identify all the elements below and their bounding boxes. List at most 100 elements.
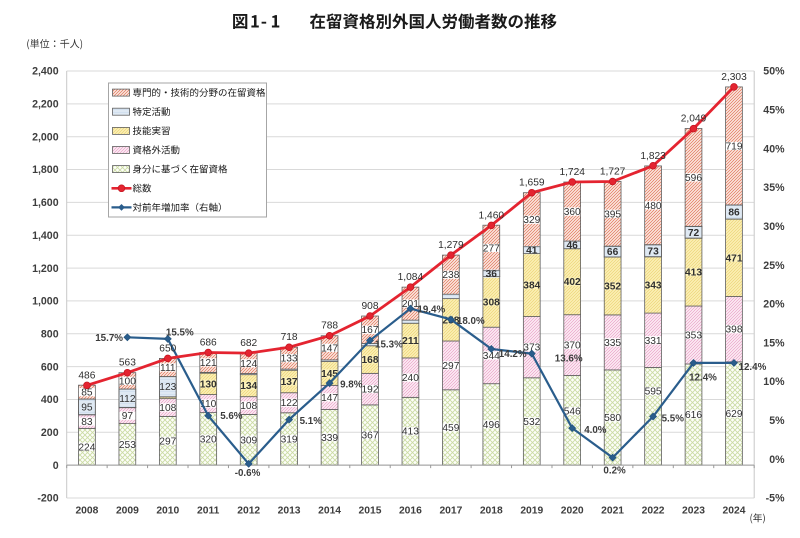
svg-text:413: 413 (685, 268, 702, 279)
svg-text:15.5%: 15.5% (166, 328, 194, 339)
svg-text:73: 73 (647, 246, 659, 257)
svg-text:238: 238 (442, 270, 459, 281)
svg-text:14.2%: 14.2% (499, 349, 527, 360)
svg-text:211: 211 (402, 336, 419, 347)
svg-text:308: 308 (483, 297, 500, 308)
svg-text:108: 108 (240, 401, 257, 412)
svg-text:320: 320 (200, 434, 217, 445)
svg-text:30%: 30% (763, 221, 785, 233)
svg-text:72: 72 (688, 228, 700, 239)
svg-text:192: 192 (362, 385, 379, 396)
svg-text:85: 85 (81, 388, 93, 399)
svg-text:331: 331 (645, 336, 662, 347)
svg-text:580: 580 (604, 413, 621, 424)
svg-text:459: 459 (442, 423, 459, 434)
svg-text:563: 563 (119, 358, 136, 369)
svg-text:97: 97 (122, 411, 134, 422)
svg-text:2,400: 2,400 (32, 66, 59, 78)
svg-text:297: 297 (442, 361, 459, 372)
svg-text:122: 122 (281, 398, 298, 409)
svg-text:10%: 10% (763, 376, 785, 388)
svg-text:2015: 2015 (359, 506, 382, 517)
svg-text:-200: -200 (37, 493, 58, 505)
svg-text:596: 596 (685, 173, 702, 184)
svg-text:66: 66 (607, 247, 619, 258)
svg-text:595: 595 (645, 387, 662, 398)
svg-text:2010: 2010 (156, 506, 179, 517)
svg-text:2019: 2019 (520, 506, 543, 517)
svg-text:686: 686 (200, 338, 217, 349)
svg-text:413: 413 (402, 427, 419, 438)
svg-text:12.4%: 12.4% (739, 362, 767, 373)
svg-text:496: 496 (483, 420, 500, 431)
svg-text:1,400: 1,400 (32, 230, 59, 242)
svg-text:2014: 2014 (318, 506, 341, 517)
svg-text:719: 719 (726, 142, 743, 153)
svg-text:532: 532 (523, 417, 540, 428)
svg-text:9.8%: 9.8% (340, 380, 363, 391)
svg-text:2018: 2018 (480, 506, 503, 517)
svg-text:240: 240 (402, 373, 419, 384)
svg-text:2008: 2008 (75, 506, 98, 517)
svg-text:121: 121 (200, 358, 217, 369)
svg-text:2012: 2012 (237, 506, 260, 517)
svg-text:147: 147 (321, 343, 338, 354)
svg-text:2020: 2020 (561, 506, 584, 517)
svg-text:353: 353 (685, 331, 702, 342)
svg-text:367: 367 (362, 431, 379, 442)
svg-text:100: 100 (119, 376, 136, 387)
svg-text:123: 123 (159, 382, 176, 393)
svg-text:1,460: 1,460 (479, 210, 505, 221)
svg-text:15%: 15% (763, 337, 785, 349)
svg-text:13.6%: 13.6% (555, 354, 583, 365)
svg-text:5.6%: 5.6% (220, 411, 243, 422)
svg-text:1,727: 1,727 (600, 167, 626, 178)
svg-text:2021: 2021 (601, 506, 624, 517)
svg-text:400: 400 (41, 394, 59, 406)
svg-text:2023: 2023 (682, 506, 705, 517)
svg-text:2017: 2017 (439, 506, 462, 517)
svg-text:86: 86 (728, 208, 740, 219)
svg-text:600: 600 (41, 361, 59, 373)
svg-text:41: 41 (526, 246, 538, 257)
svg-text:360: 360 (564, 207, 581, 218)
svg-text:395: 395 (604, 209, 621, 220)
svg-text:2009: 2009 (116, 506, 139, 517)
svg-text:650: 650 (159, 343, 176, 354)
svg-text:4.0%: 4.0% (584, 425, 607, 436)
svg-text:2011: 2011 (197, 506, 220, 517)
svg-text:908: 908 (362, 301, 379, 312)
svg-text:1,000: 1,000 (32, 296, 59, 308)
svg-text:130: 130 (200, 379, 217, 390)
svg-text:1,279: 1,279 (438, 240, 464, 251)
svg-text:50%: 50% (763, 66, 785, 78)
svg-text:309: 309 (240, 435, 257, 446)
svg-text:5.5%: 5.5% (662, 413, 685, 424)
svg-text:20%: 20% (763, 299, 785, 311)
svg-text:384: 384 (523, 281, 540, 292)
svg-text:788: 788 (321, 321, 338, 332)
svg-text:15.3%: 15.3% (375, 339, 403, 350)
svg-text:145: 145 (321, 369, 338, 380)
svg-text:2,200: 2,200 (32, 99, 59, 111)
svg-text:111: 111 (160, 363, 176, 374)
svg-text:147: 147 (321, 393, 338, 404)
svg-text:1,200: 1,200 (32, 263, 59, 275)
svg-text:134: 134 (240, 381, 257, 392)
svg-text:1,823: 1,823 (640, 151, 666, 162)
svg-text:224: 224 (78, 442, 95, 453)
svg-text:124: 124 (240, 359, 257, 370)
svg-text:0%: 0% (769, 454, 785, 466)
svg-text:40%: 40% (763, 143, 785, 155)
svg-text:2016: 2016 (399, 506, 422, 517)
svg-text:253: 253 (119, 440, 136, 451)
svg-text:137: 137 (281, 377, 298, 388)
svg-text:297: 297 (159, 436, 176, 447)
svg-text:2022: 2022 (642, 506, 665, 517)
svg-text:95: 95 (81, 402, 93, 413)
svg-text:370: 370 (564, 341, 581, 352)
svg-text:19.4%: 19.4% (417, 304, 445, 315)
svg-text:1,084: 1,084 (398, 272, 424, 283)
svg-text:616: 616 (685, 410, 702, 421)
svg-text:5%: 5% (769, 415, 785, 427)
